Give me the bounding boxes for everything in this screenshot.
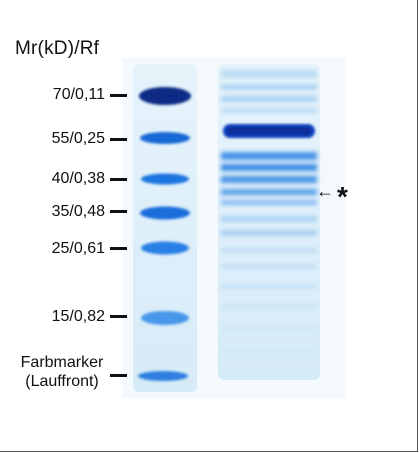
marker-band-55 <box>140 132 190 144</box>
marker-tick-35 <box>110 210 127 213</box>
marker-band-70 <box>139 87 191 105</box>
arrow-left-icon: ← <box>316 181 334 201</box>
marker-band-25 <box>141 241 189 255</box>
front-marker-line1: Farbmarker <box>20 354 104 371</box>
marker-tick-15 <box>110 315 127 318</box>
marker-label-15: 15/0,82 <box>51 308 105 325</box>
front-marker-tick <box>110 374 127 377</box>
marker-band-35 <box>140 206 190 220</box>
sds-page-gel-image <box>123 58 345 398</box>
marker-tick-70 <box>110 94 127 97</box>
axis-title: Mr(kD)/Rf <box>15 38 100 59</box>
front-marker-label: Farbmarker (Lauffront) <box>7 353 117 391</box>
marker-label-25: 25/0,61 <box>51 240 105 257</box>
marker-lane <box>133 64 197 392</box>
marker-band-15 <box>141 311 189 325</box>
marker-label-55: 55/0,25 <box>51 130 105 147</box>
front-marker-line2: (Lauffront) <box>25 373 99 390</box>
asterisk-icon: * <box>337 181 348 212</box>
marker-band-40 <box>141 173 189 185</box>
marker-band-front <box>138 371 188 381</box>
marker-tick-55 <box>110 138 127 141</box>
marker-tick-40 <box>110 178 127 181</box>
marker-label-35: 35/0,48 <box>51 203 105 220</box>
marker-label-70: 70/0,11 <box>52 86 105 103</box>
marker-tick-25 <box>110 247 127 250</box>
marker-label-40: 40/0,38 <box>51 170 105 187</box>
